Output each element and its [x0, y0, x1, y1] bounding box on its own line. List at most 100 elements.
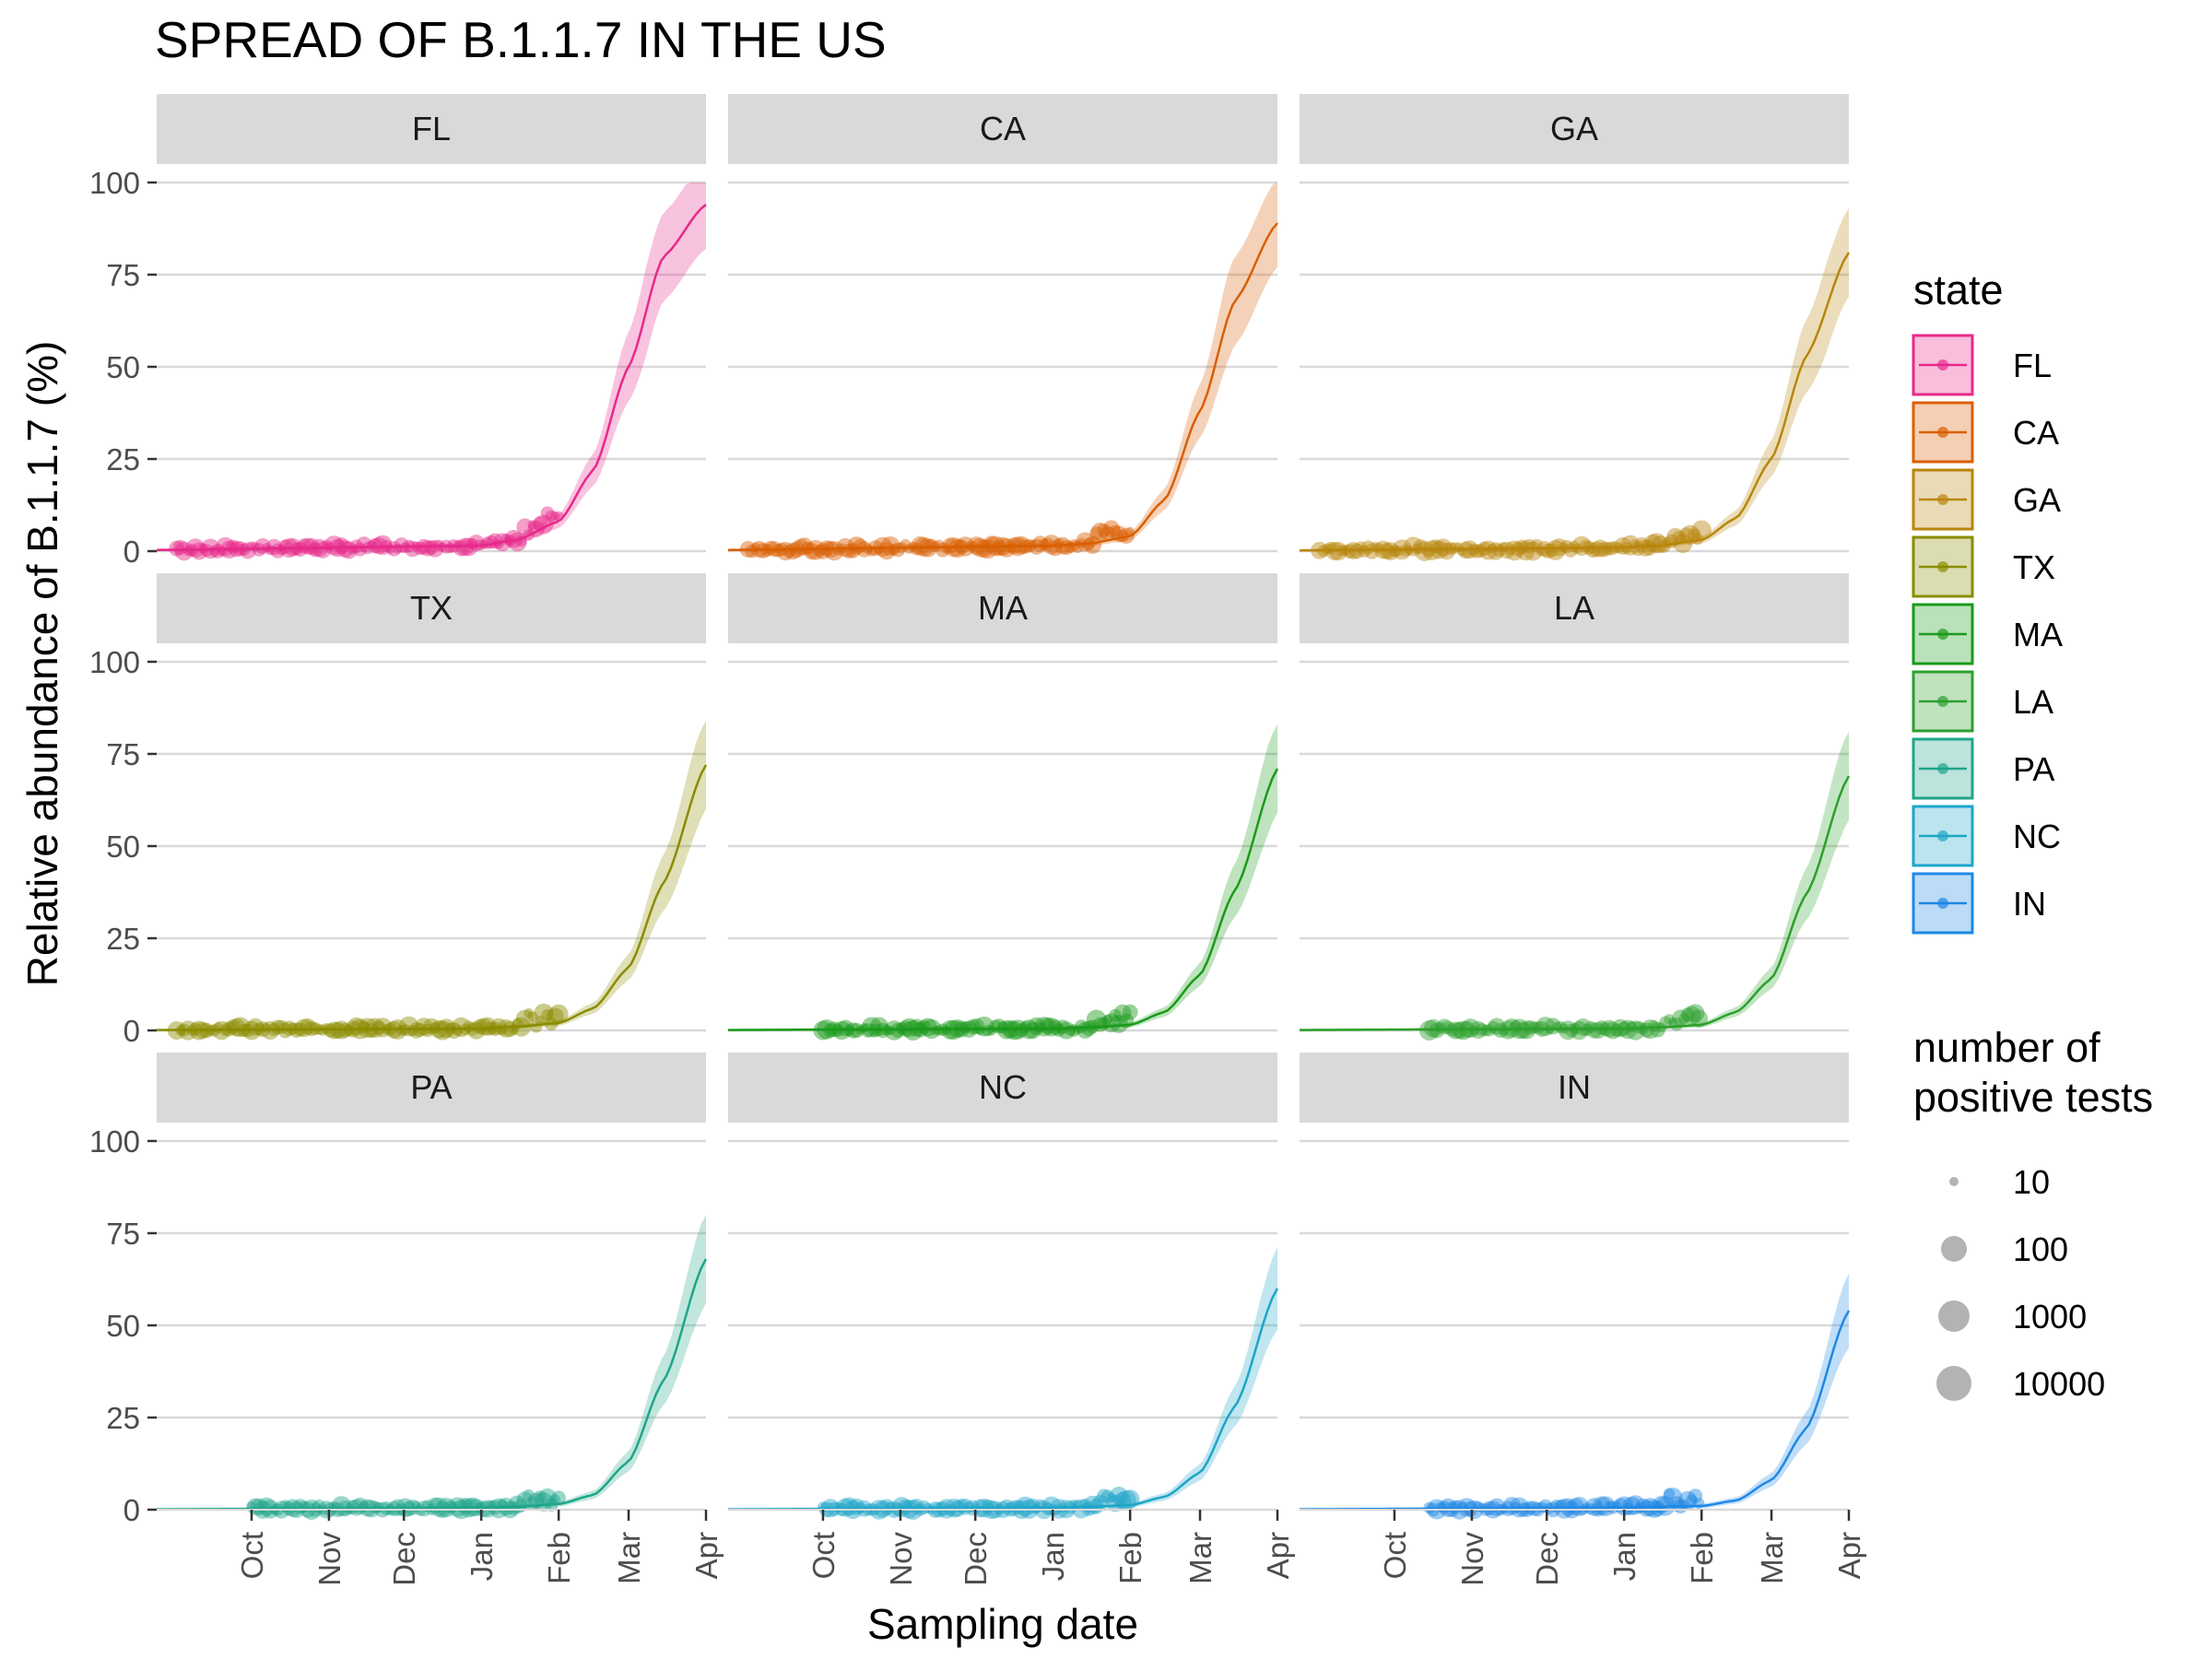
data-point: [1672, 530, 1687, 545]
panel-strip: [1300, 573, 1849, 643]
data-point: [861, 1017, 882, 1038]
legend-swatch-point: [1937, 359, 1948, 371]
panel-fl: FL 0 25 50 75 100: [89, 94, 707, 569]
data-point: [1122, 1004, 1138, 1020]
data-point: [1483, 1024, 1496, 1037]
data-point: [453, 539, 470, 557]
panel-in: IN Oct Nov Dec Jan Feb Mar Apr: [1299, 1053, 1866, 1586]
x-tick-label: Apr: [689, 1532, 724, 1579]
data-point: [424, 540, 439, 556]
data-point: [1650, 1500, 1666, 1517]
data-point: [916, 1019, 932, 1035]
data-point: [281, 1020, 297, 1036]
data-point: [1106, 1494, 1124, 1512]
legend-size-label: 100: [2013, 1230, 2068, 1268]
legend-size-marker: [1938, 1300, 1970, 1332]
data-point: [515, 1009, 535, 1029]
data-point: [969, 1018, 985, 1034]
data-point: [331, 1496, 352, 1517]
chart-title: SPREAD OF B.1.1.7 IN THE US: [155, 11, 887, 68]
data-point: [229, 1017, 251, 1038]
data-point: [1101, 1013, 1122, 1033]
data-point: [957, 1499, 974, 1515]
data-point: [1545, 543, 1559, 558]
legend-item-ca: CA: [1912, 401, 2059, 464]
data-point: [451, 1017, 472, 1038]
data-point: [169, 540, 185, 557]
data-point: [467, 535, 485, 552]
data-point: [942, 537, 959, 554]
data-point: [878, 1499, 895, 1515]
data-point: [837, 1019, 854, 1037]
legend-size-label: 10: [2013, 1163, 2050, 1201]
data-point: [1414, 541, 1435, 561]
data-point: [782, 544, 796, 559]
data-point: [1089, 526, 1104, 541]
data-point: [996, 537, 1017, 558]
data-point: [270, 543, 286, 559]
legend-label: TX: [2013, 548, 2055, 586]
data-point: [533, 1490, 547, 1504]
data-point: [815, 543, 831, 559]
data-point: [1102, 520, 1121, 537]
data-point: [1643, 534, 1663, 553]
data-point: [1116, 529, 1129, 543]
panel-strip-label: IN: [1558, 1068, 1591, 1106]
data-point: [1614, 536, 1632, 555]
data-point: [367, 537, 383, 554]
data-point: [1689, 1009, 1709, 1028]
confidence-band: [728, 1247, 1277, 1510]
data-point: [398, 1016, 419, 1037]
data-point: [1052, 1023, 1066, 1037]
y-tick-label: 100: [89, 1124, 140, 1159]
confidence-band: [728, 724, 1277, 1030]
data-point: [524, 1007, 534, 1018]
legend-label: GA: [2013, 481, 2061, 519]
data-point: [880, 535, 900, 556]
data-point: [477, 1017, 498, 1036]
data-point: [794, 537, 814, 556]
data-point: [1110, 1015, 1128, 1033]
y-tick-label: 0: [124, 1493, 140, 1527]
y-tick-label: 50: [106, 1309, 140, 1343]
data-point: [1015, 1496, 1036, 1517]
data-point: [1523, 1019, 1538, 1035]
data-point: [1544, 1018, 1562, 1035]
fit-line: [727, 222, 1278, 552]
data-point: [1563, 543, 1578, 558]
data-point: [1596, 541, 1612, 558]
data-point: [1077, 1021, 1094, 1039]
data-point: [877, 542, 896, 560]
data-point: [840, 1497, 859, 1516]
data-point: [1113, 1004, 1132, 1022]
data-point: [1031, 535, 1049, 552]
data-point: [763, 540, 778, 556]
data-point: [1523, 541, 1543, 561]
data-point: [1559, 539, 1574, 554]
data-point: [1651, 535, 1669, 554]
data-point: [1358, 545, 1371, 558]
data-point: [1086, 1009, 1107, 1030]
data-point: [506, 1501, 521, 1515]
data-point: [1028, 1017, 1046, 1035]
x-tick-label: Feb: [1685, 1532, 1719, 1584]
data-point: [549, 511, 560, 521]
data-point: [333, 537, 350, 554]
y-tick-label: 75: [106, 737, 140, 771]
data-point: [426, 539, 444, 558]
data-point: [1648, 1019, 1661, 1032]
data-point: [420, 1023, 435, 1038]
data-point: [535, 1015, 546, 1026]
data-point: [803, 542, 820, 560]
data-point: [365, 1018, 385, 1038]
x-tick-label: Apr: [1832, 1532, 1866, 1579]
legend-label: PA: [2013, 750, 2054, 788]
data-point: [848, 1498, 865, 1515]
data-point: [1478, 540, 1499, 560]
data-point: [516, 1491, 534, 1509]
data-point: [1604, 1021, 1622, 1040]
data-point: [1474, 544, 1488, 558]
data-point: [1479, 1024, 1492, 1037]
data-point: [1522, 538, 1537, 554]
x-tick-label: Nov: [1455, 1532, 1489, 1586]
